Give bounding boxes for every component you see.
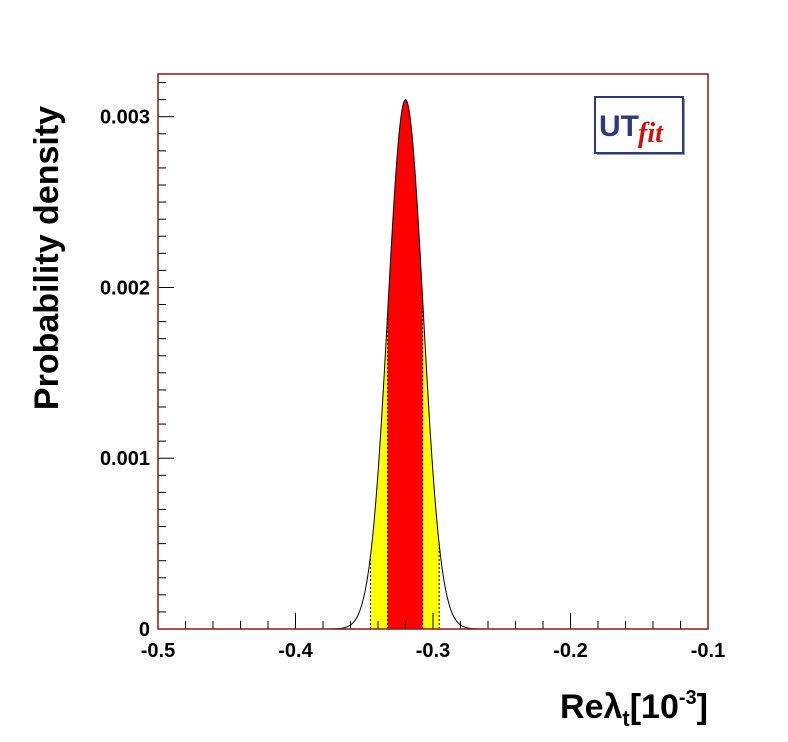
y-tick-label: 0.002: [100, 277, 150, 299]
svg-text:UT: UT: [599, 110, 639, 143]
y-axis-title: Probability density: [28, 106, 66, 410]
x-axis-title: Reλt[10-3]: [560, 687, 708, 731]
utfit-logo: UT fit: [594, 96, 685, 155]
y-tick-label: 0: [139, 619, 150, 641]
x-tick-label: -0.4: [278, 640, 313, 662]
y-tick-label: 0.003: [100, 107, 150, 129]
credible-bands: [369, 99, 440, 630]
x-tick-label: -0.2: [553, 640, 587, 662]
band-68pct: [387, 99, 423, 630]
svg-text:fit: fit: [638, 118, 664, 149]
plot-frame: [157, 73, 709, 630]
x-tick-label: -0.1: [691, 640, 725, 662]
y-tick-label: 0.001: [100, 448, 150, 470]
y-tick-labels: 0 0.001 0.002 0.003: [100, 107, 150, 641]
x-tick-label: -0.5: [141, 640, 175, 662]
x-tick-label: -0.3: [416, 640, 450, 662]
x-tick-labels: -0.5 -0.4 -0.3 -0.2 -0.1: [141, 640, 725, 662]
